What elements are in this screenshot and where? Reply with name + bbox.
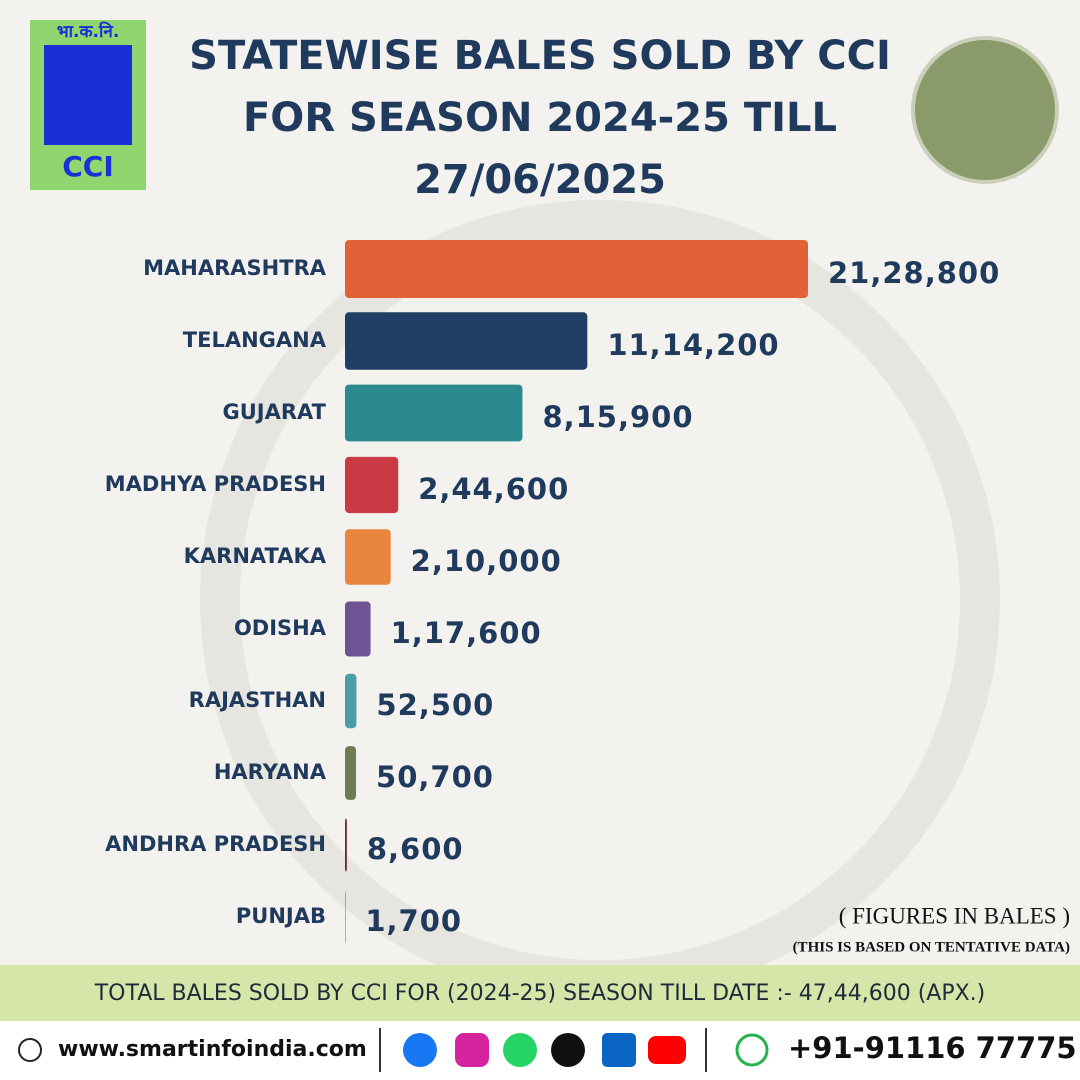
- sis-logo: [911, 36, 1059, 184]
- linkedin-icon[interactable]: [602, 1033, 636, 1067]
- footer: [0, 1021, 1080, 1080]
- logo-text: CCI: [62, 150, 114, 183]
- title-line: STATEWISE BALES SOLD BY CCI: [189, 33, 891, 79]
- bar: [345, 529, 391, 585]
- summary: TOTAL BALES SOLD BY CCI FOR (2024-25) SE…: [94, 981, 986, 1006]
- bar-chart: MAHARASHTRA 21,28,800 TELANGANA 11,14,200 GU…: [105, 240, 1000, 944]
- category-label: KARNATAKA: [184, 544, 327, 568]
- category-label: RAJASTHAN: [189, 688, 326, 712]
- value-label: 8,15,900: [542, 400, 693, 434]
- disclaimer: (THIS IS BASED ON TENTATIVE DATA): [793, 939, 1070, 955]
- value-label: 1,17,600: [391, 616, 542, 650]
- youtube-icon[interactable]: [648, 1036, 686, 1064]
- website[interactable]: www.smartinfoindia.com: [58, 1037, 367, 1062]
- title-line: FOR SEASON 2024-25 TILL: [243, 95, 837, 141]
- summary-band: [0, 965, 1080, 1021]
- value-label: 50,700: [376, 760, 494, 794]
- value-label: 21,28,800: [828, 256, 1000, 290]
- category-label: TELANGANA: [183, 328, 327, 352]
- logo-inner: [44, 45, 132, 145]
- category-label: MADHYA PRADESH: [105, 472, 326, 496]
- value-label: 1,700: [365, 904, 462, 938]
- category-label: ODISHA: [234, 616, 327, 640]
- value-label: 11,14,200: [607, 328, 779, 362]
- phone-icon: [735, 1033, 769, 1067]
- facebook-icon[interactable]: [403, 1033, 437, 1067]
- phone[interactable]: +91-91116 77775: [788, 1031, 1077, 1065]
- value-label: 2,44,600: [418, 472, 569, 506]
- category-label: ANDHRA PRADESH: [105, 832, 326, 856]
- category-label: MAHARASHTRA: [143, 256, 327, 280]
- bar: [345, 673, 357, 729]
- category-label: PUNJAB: [236, 904, 326, 928]
- category-label: HARYANA: [214, 760, 327, 784]
- globe-icon: [18, 1038, 42, 1062]
- category-label: GUJARAT: [223, 400, 327, 424]
- bar: [345, 240, 808, 298]
- value-label: 2,10,000: [411, 544, 562, 578]
- logo-hindi: भा.क.नि.: [57, 21, 120, 42]
- title-line: 27/06/2025: [414, 157, 666, 203]
- instagram-icon[interactable]: [455, 1033, 489, 1067]
- bar: [345, 818, 347, 872]
- whatsapp-icon[interactable]: [503, 1033, 537, 1067]
- x-icon[interactable]: [551, 1033, 585, 1067]
- unit-note: ( FIGURES IN BALES ): [839, 903, 1070, 928]
- bar: [345, 456, 399, 514]
- value-label: 8,600: [367, 832, 464, 866]
- bar: [345, 601, 371, 657]
- bar: [345, 312, 588, 370]
- value-label: 52,500: [376, 688, 494, 722]
- bar: [345, 746, 357, 800]
- bar: [345, 384, 523, 442]
